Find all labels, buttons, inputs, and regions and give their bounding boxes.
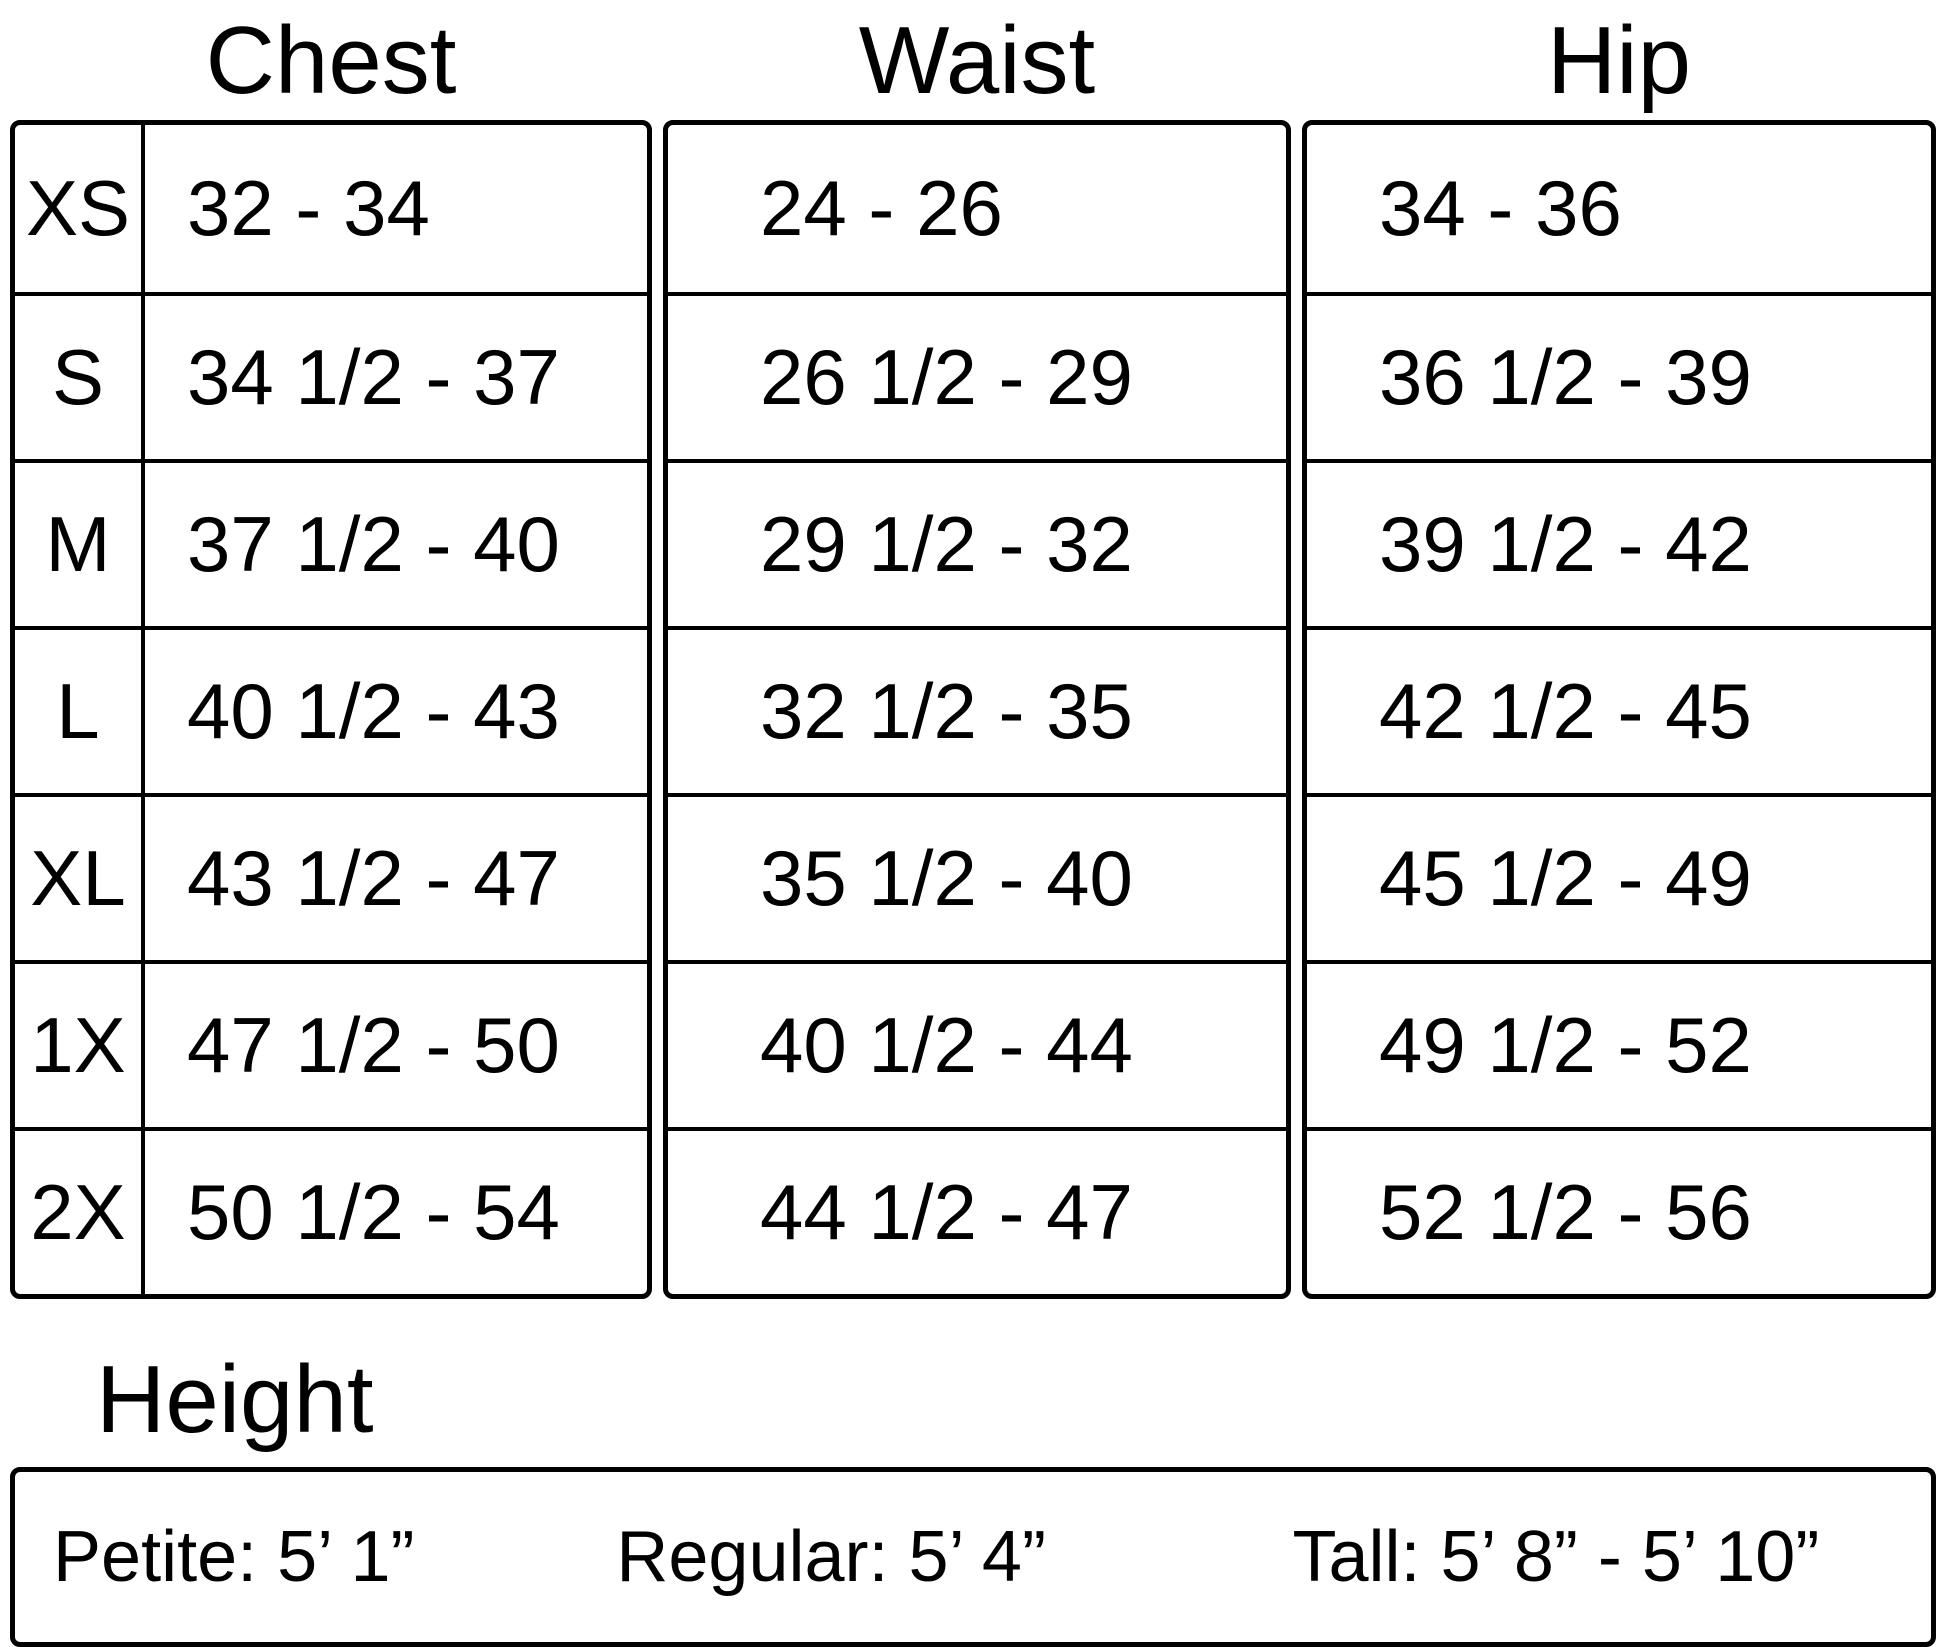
table-row: 40 1/2 - 44 bbox=[668, 960, 1286, 1127]
size-label: M bbox=[15, 463, 145, 626]
height-petite: Petite: 5’ 1” bbox=[53, 1517, 415, 1597]
table-row: 35 1/2 - 40 bbox=[668, 793, 1286, 960]
table-row: XL 43 1/2 - 47 bbox=[15, 793, 647, 960]
column-header-waist: Waist bbox=[858, 7, 1096, 114]
table-row: L 40 1/2 - 43 bbox=[15, 626, 647, 793]
table-row: 24 - 26 bbox=[668, 125, 1286, 292]
table-row: 45 1/2 - 49 bbox=[1307, 793, 1931, 960]
hip-value: 45 1/2 - 49 bbox=[1379, 834, 1752, 922]
waist-value: 29 1/2 - 32 bbox=[760, 500, 1133, 588]
hip-value: 49 1/2 - 52 bbox=[1379, 1001, 1752, 1089]
size-label: 1X bbox=[15, 964, 145, 1127]
waist-value: 32 1/2 - 35 bbox=[760, 667, 1133, 755]
column-headers: Chest Waist Hip bbox=[10, 8, 1936, 120]
size-label: 2X bbox=[15, 1131, 145, 1294]
table-row: 2X 50 1/2 - 54 bbox=[15, 1127, 647, 1294]
size-label: S bbox=[15, 296, 145, 459]
table-row: 32 1/2 - 35 bbox=[668, 626, 1286, 793]
table-row: 1X 47 1/2 - 50 bbox=[15, 960, 647, 1127]
hip-value: 39 1/2 - 42 bbox=[1379, 500, 1752, 588]
waist-value: 26 1/2 - 29 bbox=[760, 333, 1133, 421]
height-section-title: Height bbox=[96, 1346, 374, 1453]
table-row: 44 1/2 - 47 bbox=[668, 1127, 1286, 1294]
height-tall: Tall: 5’ 8” - 5’ 10” bbox=[1292, 1517, 1820, 1597]
hip-table: 34 - 36 36 1/2 - 39 39 1/2 - 42 42 1/2 -… bbox=[1302, 120, 1936, 1299]
column-header-chest: Chest bbox=[205, 7, 457, 114]
chest-value: 34 1/2 - 37 bbox=[187, 333, 560, 421]
table-row: 39 1/2 - 42 bbox=[1307, 459, 1931, 626]
column-header-hip: Hip bbox=[1546, 7, 1692, 114]
table-row: 34 - 36 bbox=[1307, 125, 1931, 292]
size-label: XL bbox=[15, 797, 145, 960]
chest-value: 37 1/2 - 40 bbox=[187, 500, 560, 588]
waist-value: 35 1/2 - 40 bbox=[760, 834, 1133, 922]
height-table: Petite: 5’ 1” Regular: 5’ 4” Tall: 5’ 8”… bbox=[10, 1467, 1936, 1647]
waist-table: 24 - 26 26 1/2 - 29 29 1/2 - 32 32 1/2 -… bbox=[663, 120, 1291, 1299]
size-label: XS bbox=[15, 125, 145, 292]
height-regular: Regular: 5’ 4” bbox=[616, 1517, 1046, 1597]
waist-value: 24 - 26 bbox=[760, 164, 1003, 252]
table-row: 29 1/2 - 32 bbox=[668, 459, 1286, 626]
chest-value: 50 1/2 - 54 bbox=[187, 1168, 560, 1256]
chest-value: 43 1/2 - 47 bbox=[187, 834, 560, 922]
table-row: S 34 1/2 - 37 bbox=[15, 292, 647, 459]
chest-value: 32 - 34 bbox=[187, 164, 430, 252]
hip-value: 34 - 36 bbox=[1379, 164, 1622, 252]
size-label: L bbox=[15, 630, 145, 793]
table-row: M 37 1/2 - 40 bbox=[15, 459, 647, 626]
waist-value: 44 1/2 - 47 bbox=[760, 1168, 1133, 1256]
chest-table: XS 32 - 34 S 34 1/2 - 37 M 37 1/2 - 40 L… bbox=[10, 120, 652, 1299]
table-row: 36 1/2 - 39 bbox=[1307, 292, 1931, 459]
table-row: 42 1/2 - 45 bbox=[1307, 626, 1931, 793]
measurement-tables: XS 32 - 34 S 34 1/2 - 37 M 37 1/2 - 40 L… bbox=[10, 120, 1936, 1299]
hip-value: 36 1/2 - 39 bbox=[1379, 333, 1752, 421]
chest-value: 40 1/2 - 43 bbox=[187, 667, 560, 755]
table-row: 49 1/2 - 52 bbox=[1307, 960, 1931, 1127]
hip-value: 42 1/2 - 45 bbox=[1379, 667, 1752, 755]
waist-value: 40 1/2 - 44 bbox=[760, 1001, 1133, 1089]
chest-value: 47 1/2 - 50 bbox=[187, 1001, 560, 1089]
hip-value: 52 1/2 - 56 bbox=[1379, 1168, 1752, 1256]
table-row: 52 1/2 - 56 bbox=[1307, 1127, 1931, 1294]
table-row: 26 1/2 - 29 bbox=[668, 292, 1286, 459]
table-row: XS 32 - 34 bbox=[15, 125, 647, 292]
